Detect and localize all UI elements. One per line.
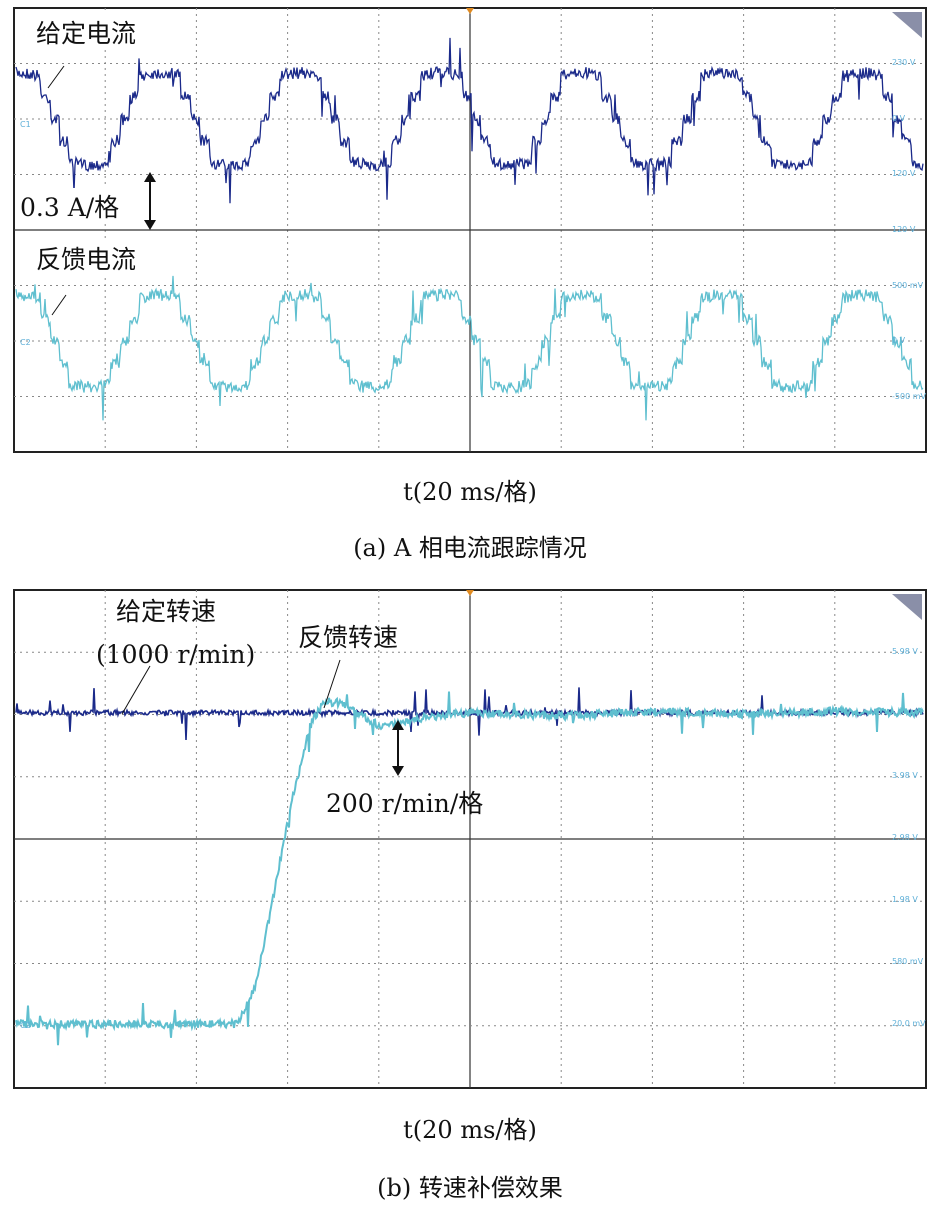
- arrow-head-down-icon: [144, 220, 156, 230]
- right-axis-label: 5.98 V: [892, 647, 918, 656]
- series-label-feedback-speed: 反馈转速: [298, 623, 399, 652]
- arrow-head-up-icon: [144, 172, 156, 182]
- series-label-given-current: 给定电流: [36, 14, 137, 50]
- right-axis-label: 230 V: [892, 58, 916, 67]
- leader-line: [323, 659, 341, 709]
- right-axis-label: 120 V: [892, 169, 916, 178]
- given-speed-value: (1000 r/min): [96, 640, 256, 669]
- right-axis-label: 120 V: [892, 225, 916, 234]
- right-axis-label: 0 V: [892, 336, 906, 345]
- right-axis-label: 1.98 V: [892, 895, 918, 904]
- waveform-given-current: [15, 37, 924, 204]
- caption-b: (b) 转速补偿效果: [377, 1174, 563, 1202]
- channel-marker-c1: C1: [20, 120, 31, 129]
- leader-line: [51, 294, 67, 316]
- right-axis-label: 3.98 V: [892, 771, 918, 780]
- right-axis-label: 580 mV: [892, 957, 924, 966]
- trigger-marker-icon: [466, 8, 474, 14]
- x-axis-label-top: t(20 ms/格): [403, 478, 537, 506]
- arrow-head-down-icon: [392, 766, 404, 776]
- caption-a: (a) A 相电流跟踪情况: [353, 534, 587, 562]
- right-axis-label: 2.98 V: [892, 833, 918, 842]
- channel-marker-c2: C2: [20, 1021, 31, 1030]
- corner-marker-icon: [892, 12, 922, 38]
- series-label-feedback-current: 反馈电流: [36, 240, 137, 276]
- right-axis-label: 500 mV: [892, 281, 924, 290]
- trigger-marker-icon: [466, 590, 474, 596]
- waveform-feedback-speed: [15, 691, 924, 1046]
- waveform-feedback-current: [15, 275, 924, 421]
- scale-annotation-bottom: 200 r/min/格: [326, 789, 484, 818]
- x-axis-label-bottom: t(20 ms/格): [403, 1116, 537, 1144]
- right-axis-label: -500 mV: [892, 392, 926, 401]
- leader-line: [47, 65, 65, 89]
- series-label-given-speed: 给定转速: [116, 597, 217, 626]
- right-axis-label: 0 V: [892, 114, 906, 123]
- arrow-head-up-icon: [392, 720, 404, 730]
- channel-marker-c2: C2: [20, 338, 31, 347]
- leader-line: [121, 665, 151, 715]
- right-axis-label: 20.0 mV: [892, 1019, 926, 1028]
- scale-annotation-top: 0.3 A/格: [20, 188, 120, 224]
- corner-marker-icon: [892, 594, 922, 620]
